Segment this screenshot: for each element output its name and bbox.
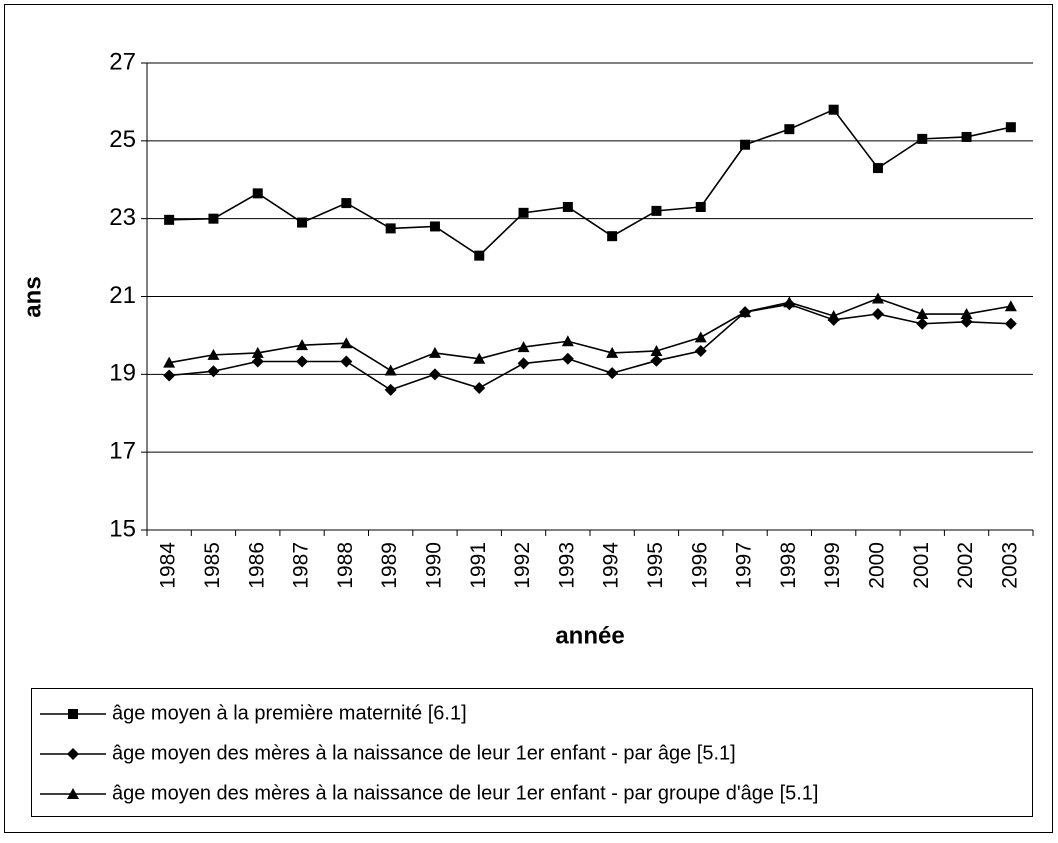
data-point <box>473 381 486 394</box>
y-tick-label: 23 <box>109 204 136 231</box>
x-tick-label: 2001 <box>910 542 933 589</box>
data-point <box>650 344 663 356</box>
data-point <box>384 364 397 376</box>
x-tick-label: 2000 <box>865 542 888 589</box>
data-point <box>561 335 574 347</box>
data-point <box>783 296 796 308</box>
data-point <box>561 352 574 365</box>
data-point <box>474 250 485 261</box>
x-tick-label: 1988 <box>334 542 357 589</box>
legend-marker <box>67 748 79 760</box>
data-point <box>296 355 309 368</box>
y-tick-label: 27 <box>109 48 136 75</box>
x-tick-label: 1991 <box>467 542 490 589</box>
data-point <box>207 348 220 360</box>
x-tick-label: 1993 <box>555 542 578 589</box>
data-point <box>917 133 928 144</box>
legend-box <box>31 688 1033 817</box>
data-point <box>163 369 176 382</box>
x-axis-label: année <box>555 622 624 649</box>
data-point <box>871 292 884 304</box>
data-point <box>606 346 619 358</box>
x-tick-label: 1997 <box>733 542 756 589</box>
data-point <box>164 214 175 225</box>
x-tick-label: 1989 <box>378 542 401 589</box>
data-point <box>429 221 440 232</box>
x-tick-label: 1987 <box>290 542 313 589</box>
x-tick-label: 2002 <box>954 542 977 589</box>
data-point <box>916 308 929 320</box>
data-point <box>607 231 618 242</box>
x-tick-label: 1986 <box>245 542 268 589</box>
data-point <box>207 365 220 378</box>
data-point <box>651 205 662 216</box>
x-tick-label: 1998 <box>777 542 800 589</box>
data-point <box>340 337 353 349</box>
data-point <box>163 356 176 368</box>
data-point <box>297 217 308 228</box>
data-point <box>961 131 972 142</box>
y-tick-label: 17 <box>109 438 136 465</box>
data-point <box>784 124 795 135</box>
data-point <box>384 383 397 396</box>
data-point <box>517 357 530 370</box>
data-point <box>695 201 706 212</box>
data-point <box>562 201 573 212</box>
data-point <box>1004 300 1017 312</box>
y-axis-label: ans <box>19 276 46 317</box>
data-point <box>385 223 396 234</box>
series-line <box>169 303 1011 391</box>
data-point <box>694 331 707 343</box>
data-point <box>1005 122 1016 133</box>
x-tick-label: 1996 <box>688 542 711 589</box>
data-point <box>650 354 663 367</box>
x-tick-label: 1984 <box>157 542 180 589</box>
data-point <box>296 339 309 351</box>
data-point <box>871 308 884 321</box>
data-point <box>739 306 752 318</box>
data-point <box>828 104 839 115</box>
data-point <box>694 344 707 357</box>
series-line <box>169 108 1012 257</box>
x-tick-label: 1992 <box>511 542 534 589</box>
data-point <box>960 308 973 320</box>
data-point <box>1004 317 1017 330</box>
x-tick-label: 1999 <box>821 542 844 589</box>
data-point <box>252 188 263 199</box>
data-point <box>428 346 441 358</box>
data-point <box>473 352 486 364</box>
y-tick-label: 21 <box>109 282 136 309</box>
data-point <box>341 198 352 209</box>
legend-marker <box>68 709 78 719</box>
y-tick-label: 25 <box>109 126 136 153</box>
data-point <box>872 163 883 174</box>
legend-label: âge moyen des mères à la naissance de le… <box>112 782 818 804</box>
x-tick-label: 1985 <box>201 542 224 589</box>
legend-label: âge moyen à la première maternité [6.1] <box>112 702 467 724</box>
data-point <box>916 317 929 330</box>
legend-marker <box>67 788 79 799</box>
data-point <box>740 139 751 150</box>
y-tick-label: 19 <box>109 360 136 387</box>
x-tick-label: 2003 <box>998 542 1021 589</box>
x-tick-label: 1995 <box>644 542 667 589</box>
data-point <box>606 367 619 380</box>
data-point <box>251 346 264 358</box>
x-tick-label: 1994 <box>600 542 623 589</box>
data-point <box>518 207 529 218</box>
series-line <box>169 297 1011 372</box>
data-point <box>517 341 530 353</box>
data-point <box>208 213 219 224</box>
data-point <box>428 368 441 381</box>
data-point <box>251 355 264 368</box>
data-point <box>340 355 353 368</box>
legend-label: âge moyen des mères à la naissance de le… <box>112 742 736 764</box>
y-tick-label: 15 <box>109 515 136 542</box>
x-tick-label: 1990 <box>422 542 445 589</box>
data-point <box>827 309 840 321</box>
